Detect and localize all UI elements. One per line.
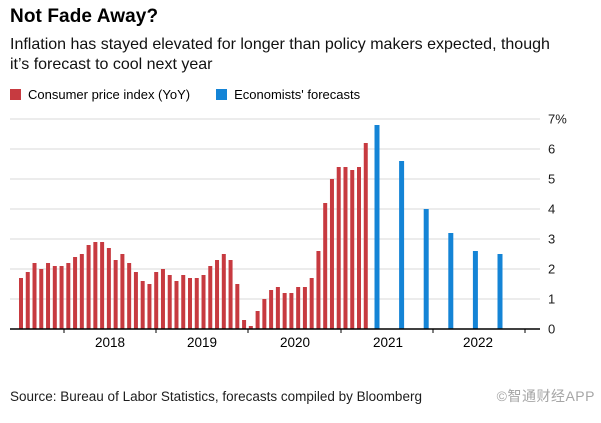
cpi-bar — [296, 287, 301, 329]
cpi-bar — [228, 260, 233, 329]
cpi-bar — [309, 278, 314, 329]
cpi-swatch-icon — [10, 88, 21, 100]
cpi-bar — [73, 257, 78, 329]
x-year-label: 2019 — [187, 335, 217, 350]
cpi-bar — [174, 281, 179, 329]
cpi-bar — [350, 170, 355, 329]
y-axis-label: 2 — [548, 262, 555, 277]
cpi-bar — [242, 320, 247, 329]
forecast-bar — [472, 251, 478, 329]
chart-subtitle: Inflation has stayed elevated for longer… — [10, 36, 550, 73]
watermark-text: ©智通财经APP — [496, 388, 595, 404]
cpi-bar — [79, 254, 84, 329]
forecast-bar — [399, 161, 405, 329]
cpi-bar — [86, 245, 91, 329]
cpi-bar — [59, 266, 64, 329]
cpi-bar — [140, 281, 145, 329]
cpi-bar — [194, 278, 199, 329]
cpi-bar — [147, 284, 152, 329]
cpi-bar — [32, 263, 37, 329]
legend-label-forecasts: Economists' forecasts — [234, 86, 361, 102]
cpi-bar — [282, 293, 287, 329]
y-axis-label: 3 — [548, 232, 555, 247]
cpi-bar — [316, 251, 321, 329]
forecast-bar — [374, 125, 380, 329]
cpi-bar — [39, 269, 44, 329]
cpi-bar — [154, 272, 159, 329]
cpi-bar — [201, 275, 206, 329]
cpi-bar — [133, 272, 138, 329]
cpi-bar — [113, 260, 118, 329]
cpi-bar — [343, 167, 348, 329]
cpi-bar — [208, 266, 213, 329]
y-axis-label: 4 — [548, 202, 555, 217]
cpi-bar — [188, 278, 192, 329]
cpi-bar — [127, 263, 132, 329]
x-year-label: 2021 — [373, 335, 403, 350]
cpi-bar — [66, 263, 71, 329]
x-year-label: 2020 — [280, 335, 310, 350]
cpi-bar — [269, 290, 274, 329]
cpi-bar — [357, 167, 361, 329]
legend-label-cpi: Consumer price index (YoY) — [28, 86, 191, 102]
cpi-bar — [255, 311, 260, 329]
cpi-bar — [363, 143, 368, 329]
y-axis-label: 6 — [548, 142, 555, 157]
y-axis-label: 5 — [548, 172, 555, 187]
y-axis-label: 7% — [548, 112, 567, 127]
y-axis-label: 0 — [548, 322, 555, 337]
cpi-bar — [235, 284, 240, 329]
forecast-bar — [497, 254, 503, 329]
forecasts-swatch-icon — [216, 88, 228, 100]
cpi-bar — [160, 269, 165, 329]
cpi-bar — [25, 272, 30, 329]
footer: Source: Bureau of Labor Statistics, fore… — [10, 386, 595, 406]
cpi-bar — [167, 275, 172, 329]
cpi-bar — [336, 167, 341, 329]
cpi-bar — [19, 278, 23, 329]
y-axis-label: 1 — [548, 292, 555, 307]
cpi-bar — [120, 254, 125, 329]
forecast-bar — [448, 233, 454, 329]
cpi-bar — [323, 203, 328, 329]
forecast-bar — [423, 209, 429, 329]
x-year-label: 2018 — [95, 335, 125, 350]
chart-legend: Consumer price index (YoY) Economists' f… — [10, 86, 601, 102]
inflation-bar-chart: 0 1 2 3 4 5 6 7% 2018 2019 2020 2021 2022 — [10, 112, 567, 350]
x-year-label: 2022 — [463, 335, 493, 350]
cpi-bar — [262, 299, 267, 329]
legend-item-forecasts: Economists' forecasts — [216, 87, 360, 102]
legend-item-cpi: Consumer price index (YoY) — [10, 87, 190, 102]
cpi-bar — [93, 242, 98, 329]
cpi-bar — [248, 326, 253, 329]
cpi-bar — [106, 248, 111, 329]
cpi-bar — [289, 293, 294, 329]
page-title: Not Fade Away? — [10, 6, 159, 27]
cpi-bar — [221, 254, 226, 329]
cpi-bar — [275, 287, 280, 329]
source-text: Source: Bureau of Labor Statistics, fore… — [10, 389, 422, 404]
cpi-bar — [100, 242, 105, 329]
cpi-bar — [181, 275, 186, 329]
cpi-bar — [302, 287, 307, 329]
cpi-bar — [215, 260, 220, 329]
cpi-bar — [46, 263, 51, 329]
cpi-bar — [52, 266, 57, 329]
cpi-bar — [329, 179, 334, 329]
